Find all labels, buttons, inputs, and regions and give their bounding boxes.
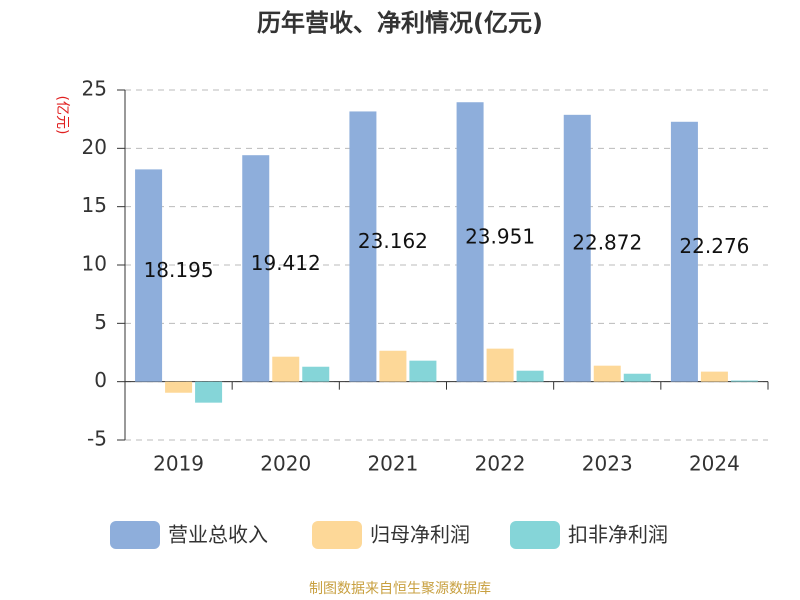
value-label: 18.195 [144, 258, 214, 282]
x-tick-label: 2023 [582, 452, 633, 476]
bar [730, 380, 758, 382]
y-tick-label: 20 [82, 135, 107, 159]
bar [349, 111, 377, 382]
x-tick-label: 2020 [260, 452, 311, 476]
legend-label: 归母净利润 [370, 523, 470, 547]
bar [623, 373, 651, 382]
bar [593, 365, 621, 382]
x-tick-label: 2022 [475, 452, 526, 476]
y-tick-label: 0 [94, 368, 107, 392]
legend-swatch [510, 521, 560, 549]
bar [563, 114, 591, 382]
bar [379, 350, 407, 382]
bar [242, 155, 270, 382]
y-tick-label: 10 [82, 252, 107, 276]
bar [195, 381, 223, 403]
y-tick-label: 15 [82, 193, 107, 217]
legend-label: 扣非净利润 [568, 523, 668, 547]
x-tick-label: 2019 [153, 452, 204, 476]
bar [409, 360, 437, 382]
value-label: 23.951 [465, 224, 535, 248]
y-unit: (亿元) [54, 96, 70, 135]
legend-swatch [312, 521, 362, 549]
legend-label: 营业总收入 [168, 523, 268, 547]
bar [272, 356, 300, 382]
bar [135, 169, 163, 382]
bar [670, 121, 698, 382]
value-label: 19.412 [251, 251, 321, 275]
value-label: 22.276 [679, 234, 749, 258]
source: 制图数据来自恒生聚源数据库 [309, 581, 491, 597]
value-label: 23.162 [358, 229, 428, 253]
chart-title: 历年营收、净利情况(亿元) [257, 9, 543, 37]
value-label: 22.872 [572, 231, 642, 255]
y-tick-label: -5 [87, 427, 107, 451]
x-tick-label: 2021 [367, 452, 418, 476]
bar [165, 381, 193, 393]
x-tick-label: 2024 [689, 452, 740, 476]
legend-swatch [110, 521, 160, 549]
bar [486, 348, 514, 382]
y-tick-label: 25 [82, 77, 107, 101]
bar [700, 371, 728, 382]
bar [302, 366, 330, 382]
bar [516, 370, 544, 382]
y-tick-label: 5 [94, 310, 107, 334]
bar [456, 102, 484, 382]
